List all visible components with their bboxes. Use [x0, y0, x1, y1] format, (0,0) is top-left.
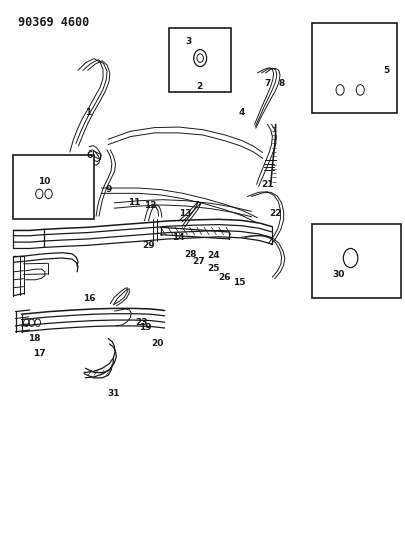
Text: 29: 29 [142, 241, 154, 250]
Text: 1: 1 [85, 108, 91, 117]
Text: 30: 30 [331, 270, 343, 279]
Text: 16: 16 [83, 294, 95, 303]
Text: 24: 24 [206, 252, 219, 261]
Bar [13, 155, 94, 219]
Text: 12: 12 [144, 201, 156, 210]
Text: 19: 19 [139, 323, 152, 332]
Text: 31: 31 [107, 389, 119, 398]
Text: 10: 10 [37, 177, 50, 186]
Bar [168, 28, 231, 92]
Text: 90369 4600: 90369 4600 [17, 15, 89, 29]
Text: 26: 26 [217, 272, 230, 281]
Text: 27: 27 [192, 257, 205, 265]
Text: 20: 20 [151, 339, 164, 348]
Text: 11: 11 [128, 198, 141, 207]
Text: 25: 25 [206, 264, 219, 272]
Text: 7: 7 [264, 79, 270, 88]
Bar [311, 224, 400, 298]
Text: 3: 3 [185, 37, 192, 46]
Text: 6: 6 [86, 151, 92, 160]
Text: 28: 28 [183, 251, 196, 260]
Text: 5: 5 [382, 66, 389, 75]
Text: 4: 4 [237, 108, 244, 117]
Text: 23: 23 [135, 318, 147, 327]
Text: 2: 2 [195, 82, 202, 91]
Bar [311, 22, 396, 113]
Text: 18: 18 [28, 334, 40, 343]
Text: 13: 13 [178, 209, 191, 218]
Text: 14: 14 [172, 233, 185, 242]
Text: 17: 17 [33, 350, 46, 359]
Text: 15: 15 [232, 278, 245, 287]
Text: 21: 21 [261, 180, 273, 189]
Text: 22: 22 [269, 209, 281, 218]
Text: 8: 8 [278, 79, 284, 88]
Text: 9: 9 [105, 185, 111, 194]
